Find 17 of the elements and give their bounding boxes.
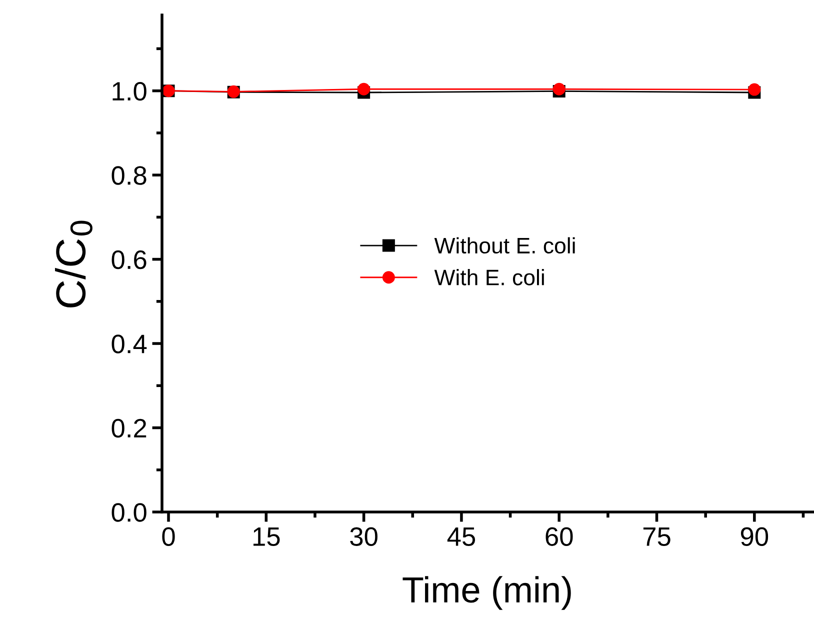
- y-tick-label: 0.6: [112, 250, 146, 270]
- legend-label: With E. coli: [434, 269, 544, 286]
- y-tick-label: 0.0: [112, 503, 146, 522]
- x-tick-label: 0: [162, 527, 175, 546]
- y-tick-label: 0.8: [112, 166, 146, 185]
- x-axis-title: Time (min): [402, 576, 571, 610]
- legend-label: Without E. coli: [434, 237, 575, 254]
- y-tick-label: 0.2: [112, 418, 146, 438]
- x-tick-label: 60: [546, 527, 573, 546]
- y-tick-label: 1.0: [112, 82, 146, 101]
- x-tick-label: 45: [447, 528, 476, 546]
- y-tick-label: 0.4: [112, 334, 147, 354]
- x-tick-label: 15: [253, 528, 280, 546]
- y-axis-title: C/C$_{0}$: [55, 220, 92, 308]
- x-tick-label: 30: [350, 527, 378, 546]
- x-tick-label: 90: [740, 527, 768, 546]
- x-tick-label: 75: [643, 528, 670, 546]
